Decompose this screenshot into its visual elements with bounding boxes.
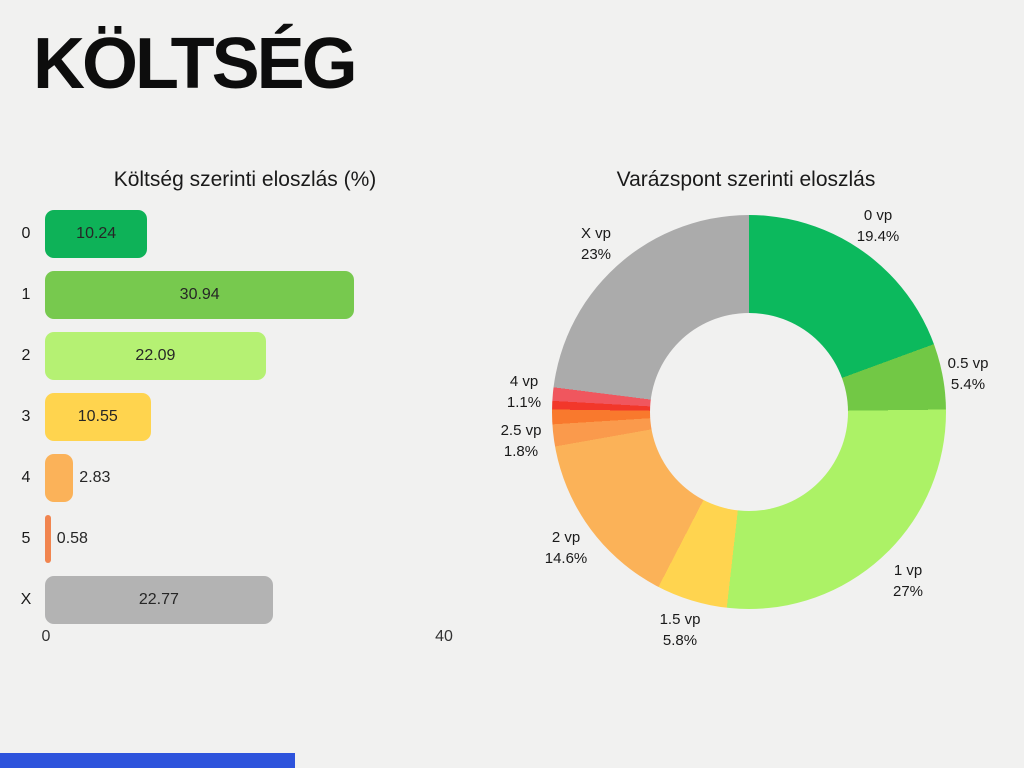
bar-category-label: 4	[21, 469, 31, 486]
bar	[45, 332, 266, 380]
bar-category-label: 1	[21, 286, 31, 303]
donut-label-15vp: 1.5 vp 5.8%	[659, 611, 701, 649]
bar-value-label: 30.94	[179, 286, 220, 303]
bar	[45, 576, 273, 624]
bar-row: 5 0.58	[22, 515, 445, 563]
bar-row: 4 2.83	[22, 454, 445, 502]
donut-label-0vp: 0 vp 19.4%	[856, 207, 900, 245]
bar	[45, 210, 148, 258]
video-progress-bar[interactable]	[0, 753, 295, 768]
bar-row: 1 30.94	[22, 271, 445, 319]
donut-chart-title: Varázspont szerinti eloszlás	[616, 168, 876, 191]
donut-label-4vp: 4 vp 1.1%	[506, 373, 542, 411]
donut-chart	[552, 215, 946, 609]
bar-value-label: 22.09	[135, 347, 176, 364]
bar-value-label: 10.55	[77, 408, 118, 425]
bar-category-label: 0	[21, 225, 31, 242]
bar-value-label: 2.83	[79, 469, 111, 486]
donut-label-25vp: 2.5 vp 1.8%	[500, 422, 542, 460]
donut-label-xvp: X vp 23%	[580, 225, 612, 263]
x-axis-tick-min: 0	[41, 628, 51, 645]
donut-label-1vp: 1 vp 27%	[892, 562, 924, 600]
page-title: KÖLTSÉG	[33, 24, 358, 104]
bar	[45, 515, 51, 563]
bar-category-label: 2	[21, 347, 31, 364]
bar-chart-title: Költség szerinti eloszlás (%)	[113, 168, 377, 191]
bar	[45, 454, 74, 502]
bar	[45, 393, 151, 441]
bar-chart: 0 10.24 1 30.94 2 22.09 3 10.55 4 2.83 5…	[21, 210, 445, 624]
bar-value-label: 10.24	[76, 225, 117, 242]
bar	[45, 271, 355, 319]
bar-category-label: 5	[21, 530, 31, 547]
donut-hole	[650, 313, 848, 511]
bar-row: X 22.77	[21, 576, 445, 624]
bar-row: 2 22.09	[22, 332, 445, 380]
donut-label-2vp: 2 vp 14.6%	[544, 529, 588, 567]
bar-value-label: 0.58	[56, 530, 88, 547]
bar-row: 3 10.55	[22, 393, 445, 441]
x-axis-tick-max: 40	[435, 628, 453, 645]
donut-label-05vp: 0.5 vp 5.4%	[947, 355, 989, 393]
bar-value-label: 22.77	[138, 591, 179, 608]
bar-category-label: X	[20, 591, 32, 608]
bar-row: 0 10.24	[22, 210, 445, 258]
bar-category-label: 3	[21, 408, 31, 425]
